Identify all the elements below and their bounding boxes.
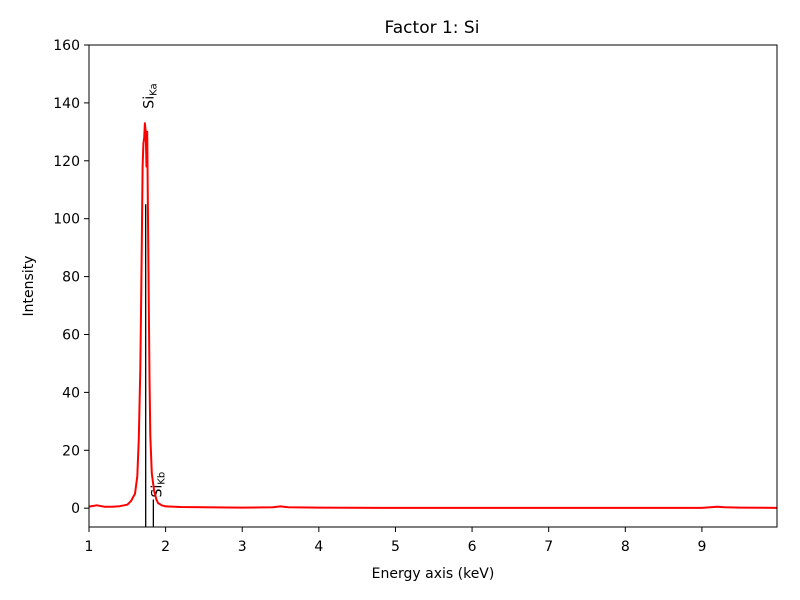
y-tick-label: 60 <box>62 327 80 343</box>
peak-marker-label: SiKa <box>142 83 160 108</box>
series-layer <box>89 122 777 509</box>
y-axis: 0 20 40 60 80 100 120 140 160 <box>53 38 89 517</box>
y-tick-label: 40 <box>62 385 80 401</box>
y-tick-label: 20 <box>62 443 80 459</box>
peak-line-subscript: Kb <box>156 472 167 485</box>
x-axis-label: Energy axis (keV) <box>372 566 495 582</box>
y-tick-label: 140 <box>53 96 80 112</box>
x-tick-label: 1 <box>85 539 94 555</box>
chart-title: Factor 1: Si <box>385 18 480 38</box>
y-tick-label: 100 <box>53 212 80 228</box>
peak-element-symbol: Si <box>142 96 158 109</box>
peak-line-subscript: Ka <box>149 83 160 96</box>
y-tick-label: 120 <box>53 154 80 170</box>
y-tick-label: 80 <box>62 270 80 286</box>
series-line <box>89 122 777 509</box>
y-tick-label: 0 <box>71 501 80 517</box>
x-tick-label: 6 <box>468 539 477 555</box>
x-tick-label: 5 <box>391 539 400 555</box>
peak-element-symbol: Si <box>149 485 165 498</box>
x-tick-label: 8 <box>621 539 630 555</box>
x-tick-label: 4 <box>314 539 323 555</box>
x-tick-label: 9 <box>697 539 706 555</box>
x-tick-label: 7 <box>544 539 553 555</box>
y-axis-label: Intensity <box>21 256 37 317</box>
x-tick-label: 2 <box>161 539 170 555</box>
y-tick-label: 160 <box>53 38 80 54</box>
plot-frame <box>88 44 778 528</box>
x-tick-label: 3 <box>238 539 247 555</box>
x-axis: 1 2 3 4 5 6 7 8 9 <box>85 527 706 555</box>
